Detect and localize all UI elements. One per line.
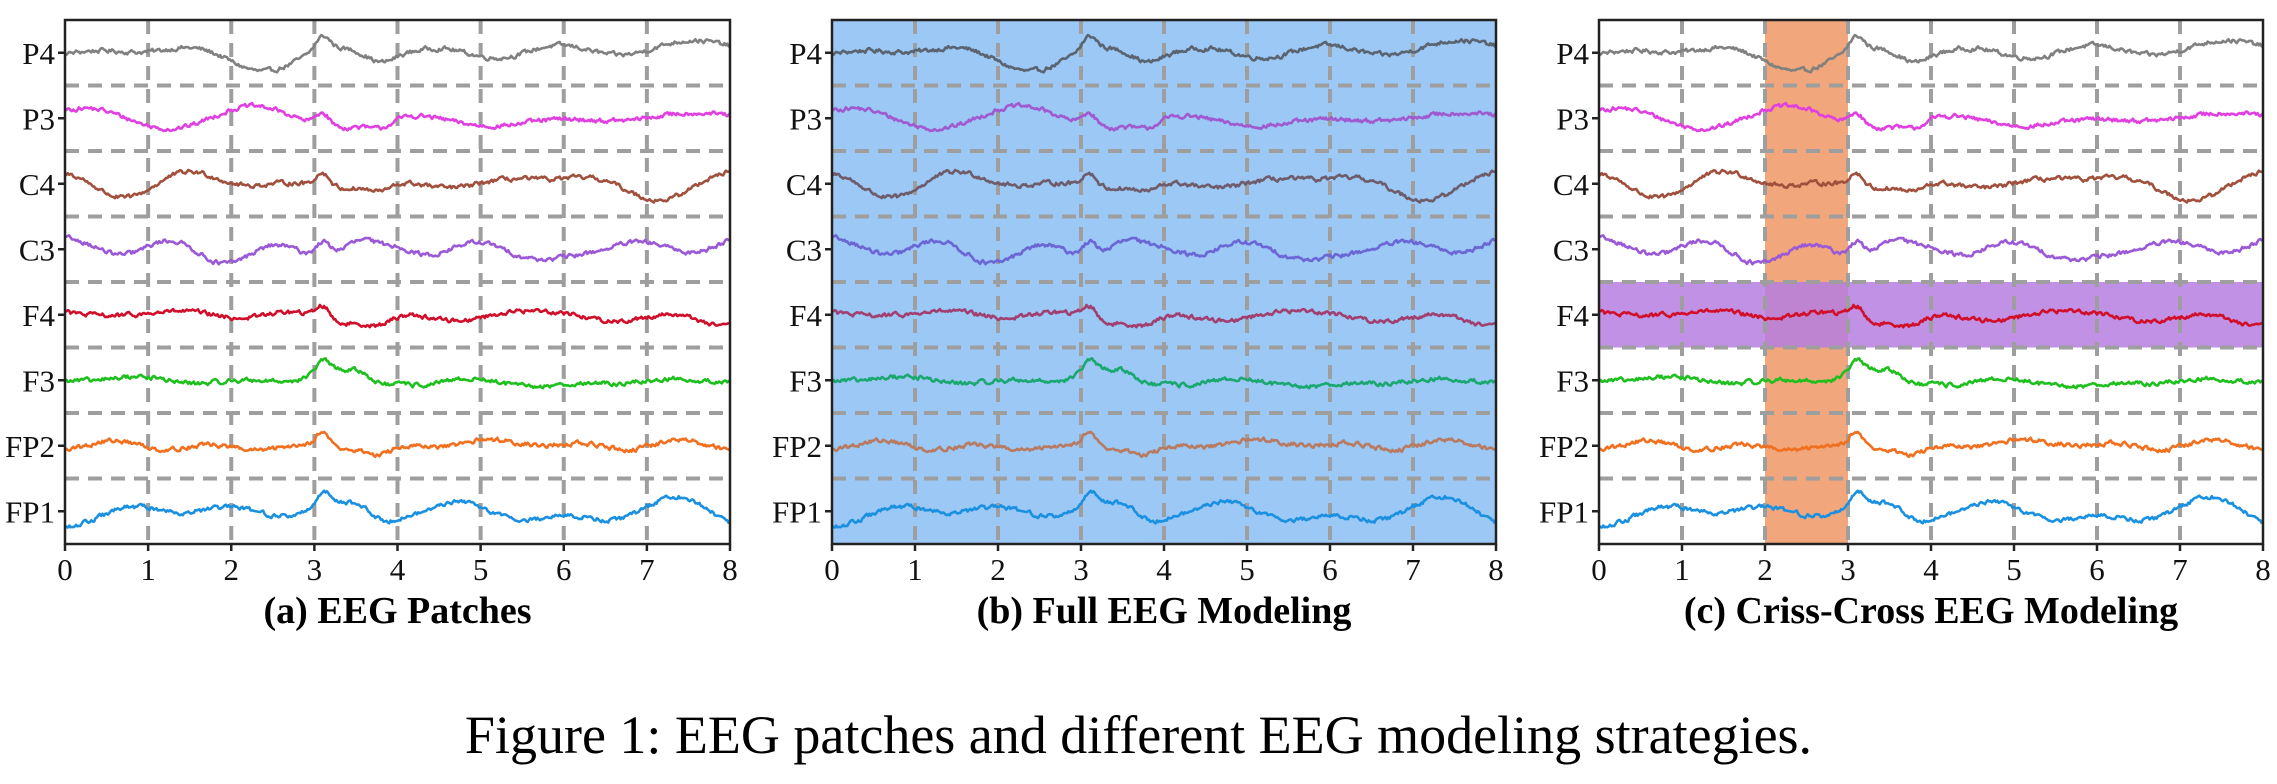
xtick-label-2-3: 3 (1840, 552, 1856, 587)
ytick-label-0-F3: F3 (22, 363, 55, 398)
series-line-0-FP2 (64, 430, 731, 459)
xtick-label-2-7: 7 (2172, 552, 2188, 587)
series-line-0-P3 (64, 101, 731, 133)
ytick-label-0-P3: P3 (22, 101, 55, 136)
series-line-2-C4 (1597, 168, 2264, 204)
xtick-label-0-4: 4 (390, 552, 406, 587)
xtick-label-0-1: 1 (140, 552, 156, 587)
ytick-label-2-F4: F4 (1556, 298, 1589, 333)
series-line-1-F3 (831, 357, 1497, 390)
xtick-label-1-3: 3 (1073, 552, 1089, 587)
ytick-label-0-FP1: FP1 (5, 494, 55, 529)
xtick-label-0-3: 3 (307, 552, 323, 587)
series-line-2-F4 (1598, 303, 2264, 329)
chart-title-1: (b) Full EEG Modeling (977, 590, 1352, 632)
series-line-2-FP1 (1598, 489, 2265, 529)
series-line-1-F4 (831, 303, 1497, 329)
ytick-label-1-P3: P3 (789, 101, 822, 136)
series-line-1-P3 (831, 101, 1497, 133)
xtick-label-0-6: 6 (556, 552, 572, 587)
xtick-label-0-7: 7 (639, 552, 655, 587)
ytick-label-1-F4: F4 (789, 298, 822, 333)
figure-caption: Figure 1: EEG patches and different EEG … (464, 705, 1813, 765)
ytick-label-2-F3: F3 (1556, 363, 1589, 398)
series-line-1-P4 (831, 33, 1497, 74)
xtick-label-1-8: 8 (1488, 552, 1504, 587)
xtick-label-2-2: 2 (1757, 552, 1773, 587)
xtick-label-1-7: 7 (1405, 552, 1421, 587)
xtick-label-0-0: 0 (57, 552, 73, 587)
ytick-label-1-C4: C4 (786, 167, 823, 202)
xtick-label-1-6: 6 (1322, 552, 1338, 587)
xtick-label-1-1: 1 (907, 552, 923, 587)
chart-title-2: (c) Criss-Cross EEG Modeling (1684, 590, 2178, 632)
series-line-1-C4 (830, 168, 1497, 204)
xtick-label-2-8: 8 (2255, 552, 2271, 587)
ytick-label-2-P4: P4 (1556, 36, 1589, 71)
xtick-label-0-2: 2 (224, 552, 240, 587)
ytick-label-0-F4: F4 (22, 298, 55, 333)
xtick-label-2-1: 1 (1674, 552, 1690, 587)
ytick-label-0-P4: P4 (22, 36, 55, 71)
ytick-label-1-C3: C3 (786, 232, 822, 267)
xtick-label-2-5: 5 (2006, 552, 2022, 587)
series-line-2-P3 (1598, 101, 2264, 133)
series-line-0-F3 (64, 357, 731, 390)
series-line-0-P4 (64, 33, 731, 74)
series-line-2-F3 (1598, 357, 2264, 390)
ytick-label-1-FP1: FP1 (772, 494, 822, 529)
series-line-0-FP1 (64, 489, 732, 529)
xtick-label-1-2: 2 (990, 552, 1006, 587)
series-line-1-FP1 (831, 489, 1498, 529)
ytick-label-0-C3: C3 (19, 232, 55, 267)
xtick-label-1-0: 0 (824, 552, 840, 587)
xtick-label-1-5: 5 (1239, 552, 1255, 587)
ytick-label-2-FP1: FP1 (1539, 494, 1589, 529)
chart-title-0: (a) EEG Patches (263, 590, 531, 632)
ytick-label-1-FP2: FP2 (772, 429, 822, 464)
series-line-0-C4 (63, 168, 731, 204)
ytick-label-0-C4: C4 (19, 167, 56, 202)
series-line-0-F4 (64, 303, 731, 329)
xtick-label-2-0: 0 (1591, 552, 1607, 587)
ytick-label-2-C4: C4 (1553, 167, 1590, 202)
xtick-label-0-8: 8 (722, 552, 738, 587)
highlight-channel-F4 (1599, 282, 2263, 348)
ytick-label-1-P4: P4 (789, 36, 822, 71)
ytick-label-2-P3: P3 (1556, 101, 1589, 136)
ytick-label-0-FP2: FP2 (5, 429, 55, 464)
series-line-2-C3 (1598, 234, 2264, 266)
series-line-1-FP2 (831, 430, 1497, 459)
xtick-label-0-5: 5 (473, 552, 489, 587)
xtick-label-1-4: 4 (1156, 552, 1172, 587)
series-line-2-P4 (1598, 33, 2264, 74)
xtick-label-2-6: 6 (2089, 552, 2105, 587)
ytick-label-1-F3: F3 (789, 363, 822, 398)
ytick-label-2-C3: C3 (1553, 232, 1589, 267)
series-line-0-C3 (64, 234, 731, 266)
series-line-1-C3 (831, 234, 1497, 266)
xtick-label-2-4: 4 (1923, 552, 1939, 587)
series-line-2-FP2 (1598, 430, 2264, 459)
ytick-label-2-FP2: FP2 (1539, 429, 1589, 464)
